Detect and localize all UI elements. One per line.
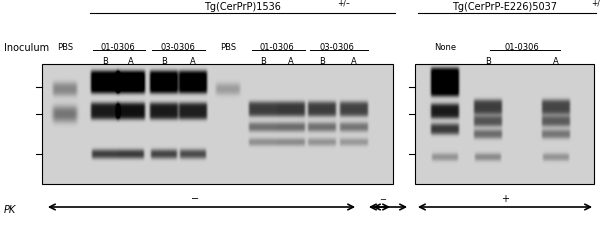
Text: A: A [351, 57, 357, 66]
Text: Tg(CerPrP-E226)5037: Tg(CerPrP-E226)5037 [452, 2, 557, 12]
Text: 03-0306: 03-0306 [320, 42, 355, 51]
Text: A: A [553, 57, 559, 66]
Text: B: B [319, 57, 325, 66]
Text: Tg(CerPrP)1536: Tg(CerPrP)1536 [203, 2, 280, 12]
Text: +: + [501, 193, 509, 203]
Text: PK: PK [4, 204, 16, 214]
Text: 01-0306: 01-0306 [260, 42, 295, 51]
Text: A: A [288, 57, 294, 66]
Text: B: B [161, 57, 167, 66]
Bar [42, 65, 393, 184]
Bar [415, 65, 594, 184]
Text: A: A [190, 57, 196, 66]
Text: 03-0306: 03-0306 [161, 42, 196, 51]
Text: PBS: PBS [220, 42, 236, 51]
Text: +/–: +/– [591, 0, 600, 8]
Text: B: B [102, 57, 108, 66]
Text: −: − [191, 193, 199, 203]
Text: None: None [434, 42, 456, 51]
Text: A: A [128, 57, 134, 66]
Text: Inoculum: Inoculum [4, 43, 49, 53]
Text: PBS: PBS [57, 42, 73, 51]
Text: B: B [260, 57, 266, 66]
Text: B: B [485, 57, 491, 66]
Text: +/–: +/– [337, 0, 350, 8]
Text: 01-0306: 01-0306 [101, 42, 136, 51]
Text: 01-0306: 01-0306 [505, 42, 539, 51]
Text: −: − [380, 194, 386, 203]
